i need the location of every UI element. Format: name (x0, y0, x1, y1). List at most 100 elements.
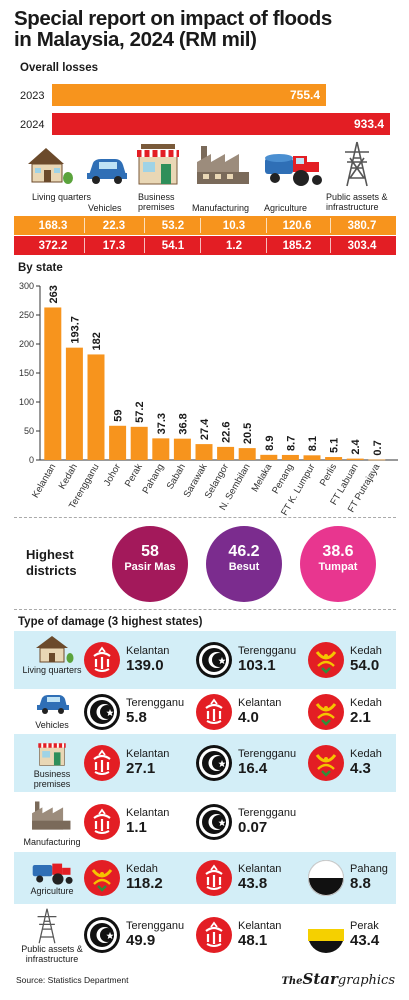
y-tick-label: 150 (19, 368, 34, 378)
damage-state-value: 48.1 (238, 932, 268, 949)
y-tick-label: 0 (29, 455, 34, 465)
category-value-2023-agriculture: 120.6 (282, 219, 312, 232)
overall-value-2023: 755.4 (289, 88, 320, 102)
brand-star: Star (302, 970, 338, 988)
damage-state-value: 27.1 (126, 760, 156, 777)
category-value-2023-business: 53.2 (161, 219, 185, 232)
category-value-2023-public: 380.7 (347, 219, 377, 232)
separator (330, 218, 331, 233)
damage-category-manufacturing: Manufacturing (23, 837, 81, 847)
damage-state-value: 8.8 (350, 875, 371, 892)
district-circle-tumpat: 38.6 Tumpat (300, 526, 376, 602)
overall-losses-label: Overall losses (20, 62, 98, 74)
state-category-label: Kedah (57, 462, 80, 491)
shop-icon (137, 144, 179, 185)
category-values-2023: 168.3 22.3 53.2 10.3 120.6 380.7 (14, 216, 396, 235)
category-value-2024-living: 372.2 (38, 239, 68, 252)
y-tick-label: 200 (19, 339, 34, 349)
shop-icon (38, 743, 66, 766)
damage-state-value: 54.0 (350, 657, 380, 674)
state-bar (368, 459, 386, 461)
pylon-icon (345, 141, 369, 187)
state-bar (152, 438, 170, 460)
damage-state-value: 16.4 (238, 760, 268, 777)
state-value-label: 37.3 (156, 413, 168, 434)
state-bar (303, 455, 321, 460)
separator (266, 238, 267, 253)
separator (200, 238, 201, 253)
state-bar-chart: 0 50 100 150 200 250 300 263 Kelantan 193.7 Kedah 1… (19, 281, 398, 516)
state-value-label: 36.8 (177, 413, 189, 434)
title-line-1: Special report on impact of floods (14, 7, 332, 30)
district-circle-pasir-mas: 58 Pasir Mas (112, 526, 188, 602)
category-label-business-premises: Business premises (138, 192, 175, 212)
separator (200, 218, 201, 233)
separator (266, 218, 267, 233)
kedah-flag-icon (308, 642, 344, 678)
state-category-label: Kelantan (30, 462, 58, 500)
car-icon (87, 159, 127, 184)
state-category-label: Perlis (318, 462, 340, 488)
pylon-icon (37, 908, 57, 944)
state-category-label: Sabah (165, 462, 188, 491)
y-tick-label: 250 (19, 310, 34, 320)
state-value-label: 182 (91, 332, 103, 350)
damage-state-value: 43.4 (350, 932, 380, 949)
category-value-2024-manufacturing: 1.2 (226, 239, 242, 252)
damage-state-value: 1.1 (126, 819, 147, 836)
state-value-label: 2.4 (350, 438, 362, 454)
highest-districts-label: Highest districts (26, 547, 77, 579)
kelantan-flag-icon (84, 745, 120, 781)
pahang-flag-icon (308, 860, 344, 896)
divider (14, 609, 396, 610)
highest-districts-line-2: districts (26, 563, 77, 578)
title-line-2: in Malaysia, 2024 (RM mil) (14, 28, 257, 51)
damage-state-value: 2.1 (350, 708, 371, 726)
state-bar (130, 426, 148, 460)
overall-year-2024: 2024 (20, 119, 45, 131)
damage-state-name: Kelantan (126, 645, 170, 657)
damage-state-name: Terengganu (126, 920, 185, 932)
damage-state-value: 0.07 (238, 819, 268, 836)
category-value-2023-manufacturing: 10.3 (222, 219, 246, 232)
damage-state-name: Kedah (350, 748, 382, 760)
brand-the: The (281, 976, 303, 987)
divider (14, 517, 396, 518)
brand-logo: TheStargraphics (281, 970, 395, 988)
damage-state-name: Kedah (350, 645, 382, 657)
state-value-label: 8.9 (264, 436, 276, 451)
terengganu-flag-icon (196, 642, 232, 678)
kedah-flag-icon (84, 860, 120, 896)
state-value-label: 193.7 (69, 316, 81, 344)
overall-bar-2024: 933.4 (52, 113, 390, 135)
kelantan-flag-icon (196, 693, 232, 730)
separator (144, 238, 145, 253)
house-icon (36, 636, 74, 663)
damage-category-agriculture: Agriculture (30, 886, 74, 896)
damage-state-name: Pahang (350, 863, 388, 875)
state-value-label: 8.7 (285, 436, 297, 451)
category-value-2024-public: 303.4 (347, 239, 377, 252)
district-value: 58 (141, 543, 159, 560)
y-tick-label: 100 (19, 397, 34, 407)
state-bar (44, 307, 62, 460)
state-category-label: Pahang (140, 462, 166, 496)
state-value-label: 59 (113, 410, 125, 422)
damage-state-value: 5.8 (126, 708, 147, 726)
state-bar (217, 446, 235, 460)
tractor-icon (265, 154, 322, 186)
damage-state-name: Terengganu (238, 807, 297, 819)
page-title: Special report on impact of floods in Ma… (14, 8, 400, 50)
house-icon (28, 148, 73, 184)
category-value-2024-business: 54.1 (161, 239, 185, 252)
terengganu-flag-icon (84, 693, 120, 730)
damage-state-value: 103.1 (238, 657, 276, 674)
y-tick-label: 300 (19, 281, 34, 291)
kelantan-flag-icon (84, 804, 120, 840)
district-name: Tumpat (318, 561, 358, 573)
damage-state-name: Kelantan (238, 920, 282, 932)
kelantan-flag-icon (196, 860, 232, 896)
damage-state-name: Terengganu (238, 748, 297, 760)
factory-icon (197, 146, 249, 184)
district-name: Besut (228, 561, 260, 573)
